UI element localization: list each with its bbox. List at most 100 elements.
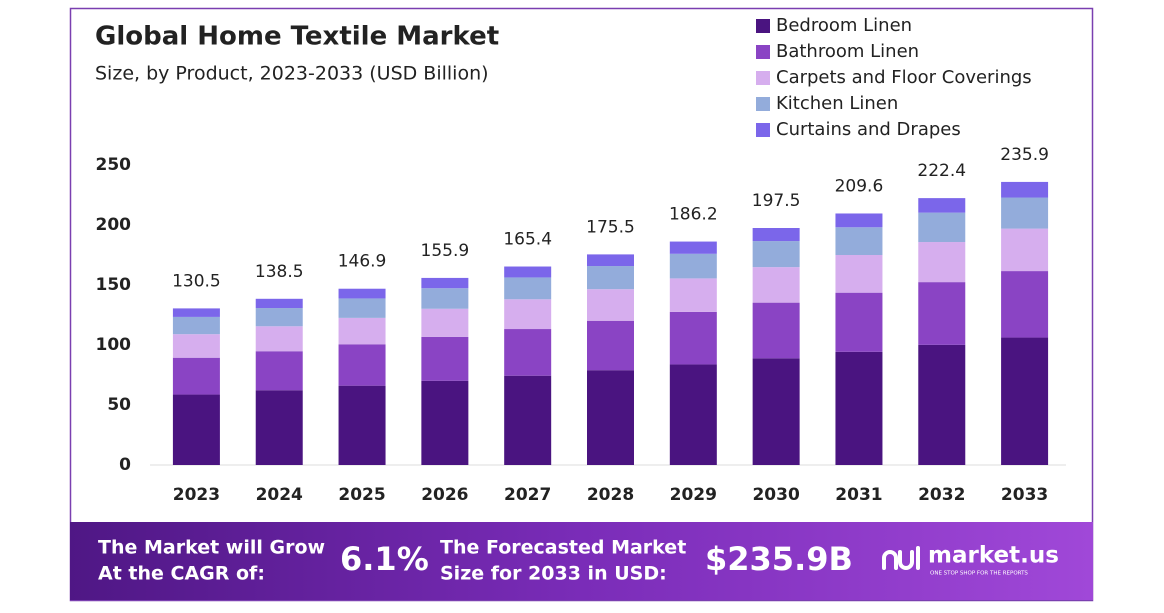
bar-segment [918, 212, 966, 243]
bar-segment [504, 329, 552, 376]
legend-swatch [756, 19, 770, 33]
bar-segment [338, 344, 386, 386]
bar-segment [255, 308, 303, 327]
bar-segment [504, 277, 552, 300]
bar-segment [587, 320, 634, 371]
legend-swatch [756, 123, 770, 137]
brand-logo [882, 546, 920, 570]
bar-segment [1001, 337, 1049, 465]
brand: market.us [928, 543, 1059, 569]
bar-segment [504, 375, 552, 465]
total-label: 146.9 [338, 252, 387, 272]
total-label: 165.4 [503, 230, 552, 250]
bar-segment [918, 282, 966, 345]
legend-swatch [756, 71, 770, 85]
x-tick-label: 2031 [835, 485, 882, 505]
bar-segment [1001, 197, 1049, 229]
bar-segment [587, 254, 634, 267]
bar-segment [504, 266, 552, 278]
total-label: 130.5 [172, 271, 221, 291]
bar-segment [421, 380, 469, 465]
legend-swatch [756, 45, 770, 59]
y-tick-label: 0 [119, 455, 131, 475]
bar-segment [1001, 228, 1049, 272]
bar-segment [338, 288, 386, 299]
chart-subtitle: Size, by Product, 2023-2033 (USD Billion… [95, 63, 489, 85]
bar-segment [669, 278, 717, 312]
x-tick-label: 2030 [752, 485, 799, 505]
bar-segment [338, 317, 386, 345]
bar-segment [835, 351, 883, 465]
bar-segment [752, 267, 800, 303]
footer-value: 6.1% [340, 540, 429, 578]
bar-segment [338, 298, 386, 318]
bar-segment [587, 289, 634, 321]
total-label: 155.9 [421, 241, 470, 261]
bar-segment [172, 394, 220, 465]
bar-segment [172, 316, 220, 335]
bar-segment [669, 364, 717, 465]
bar-segment [172, 334, 220, 358]
x-tick-label: 2033 [1001, 485, 1048, 505]
footer-value: $235.9B [705, 540, 853, 578]
x-tick-label: 2024 [256, 485, 303, 505]
x-tick-label: 2027 [504, 485, 551, 505]
bar-segment [338, 385, 386, 465]
bar-segment [669, 311, 717, 365]
y-tick-label: 50 [107, 395, 131, 415]
footer-text: Size for 2033 in USD: [440, 563, 667, 585]
bar-segment [255, 298, 303, 309]
footer-text: At the CAGR of: [98, 563, 265, 585]
footer-text: The Market will Grow [98, 537, 325, 559]
total-label: 175.5 [586, 217, 635, 237]
y-tick-label: 200 [96, 215, 132, 235]
bar-segment [421, 336, 469, 381]
total-label: 138.5 [255, 262, 304, 282]
bar-segment [1001, 271, 1049, 338]
total-label: 186.2 [669, 205, 718, 225]
total-label: 209.6 [835, 176, 884, 196]
bar-segment [172, 308, 220, 317]
bar-segment [752, 358, 800, 465]
bar-segment [255, 351, 303, 391]
legend-label: Kitchen Linen [776, 93, 898, 114]
bar-segment [752, 228, 800, 242]
bar-segment [918, 198, 966, 213]
x-tick-label: 2028 [587, 485, 634, 505]
bar-segment [752, 241, 800, 268]
bar-segment [918, 242, 966, 283]
y-tick-label: 100 [96, 335, 132, 355]
bar-segment [669, 241, 717, 254]
x-tick-label: 2032 [918, 485, 965, 505]
bar-segment [421, 288, 469, 309]
bar-segment [587, 370, 634, 465]
bar-segment [835, 213, 883, 228]
bar-segment [172, 357, 220, 395]
legend-label: Carpets and Floor Coverings [776, 67, 1032, 88]
x-tick-label: 2026 [421, 485, 468, 505]
bar-segment [752, 302, 800, 359]
y-tick-label: 150 [96, 275, 132, 295]
x-tick-label: 2025 [338, 485, 385, 505]
bar-segment [835, 255, 883, 293]
total-label: 222.4 [917, 161, 966, 181]
y-tick-label: 250 [96, 155, 132, 175]
bar-segment [255, 326, 303, 352]
bar-segment [1001, 181, 1049, 198]
legend-label: Curtains and Drapes [776, 119, 961, 140]
bar-segment [835, 227, 883, 255]
legend-label: Bathroom Linen [776, 41, 919, 62]
bar-segment [587, 266, 634, 290]
x-tick-label: 2023 [173, 485, 220, 505]
bar-segment [669, 253, 717, 279]
legend-swatch [756, 97, 770, 111]
total-label: 197.5 [752, 191, 801, 211]
bar-segment [918, 344, 966, 465]
frame [69, 7, 1094, 602]
bar-segment [421, 308, 469, 337]
total-label: 235.9 [1000, 145, 1049, 165]
chart-title: Global Home Textile Market [95, 22, 499, 52]
legend-label: Bedroom Linen [776, 15, 912, 36]
bar-segment [504, 299, 552, 330]
